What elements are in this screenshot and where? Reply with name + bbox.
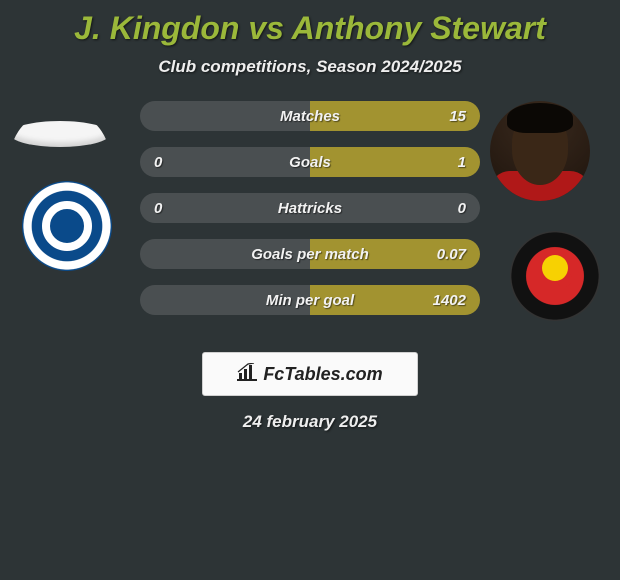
brand-text: FcTables.com [263,364,382,385]
stat-left-value: 0 [154,154,214,171]
date-text: 24 february 2025 [0,412,620,432]
stat-right-value: 0 [406,200,466,217]
club-left-badge [22,181,112,271]
stat-row: Goals per match0.07 [140,239,480,269]
stat-label: Hattricks [214,200,406,217]
stat-right-value: 1 [406,154,466,171]
bar-chart-icon [237,363,257,386]
stat-right-value: 1402 [406,292,466,309]
page-subtitle: Club competitions, Season 2024/2025 [0,57,620,77]
brand-box[interactable]: FcTables.com [202,352,418,396]
placeholder-icon [10,121,110,147]
stat-row: Min per goal1402 [140,285,480,315]
stat-left-value: 0 [154,200,214,217]
stat-label: Min per goal [214,292,406,309]
stat-rows: Matches150Goals10Hattricks0Goals per mat… [140,101,480,331]
stat-row: 0Goals1 [140,147,480,177]
stat-right-value: 15 [406,108,466,125]
page-title: J. Kingdon vs Anthony Stewart [0,0,620,47]
stat-label: Goals [214,154,406,171]
player-right-avatar [490,101,590,201]
stat-label: Goals per match [214,246,406,263]
stat-label: Matches [214,108,406,125]
comparison-area: Matches150Goals10Hattricks0Goals per mat… [0,101,620,346]
stat-row: 0Hattricks0 [140,193,480,223]
stat-row: Matches15 [140,101,480,131]
stat-right-value: 0.07 [406,246,466,263]
club-right-badge [510,231,600,321]
